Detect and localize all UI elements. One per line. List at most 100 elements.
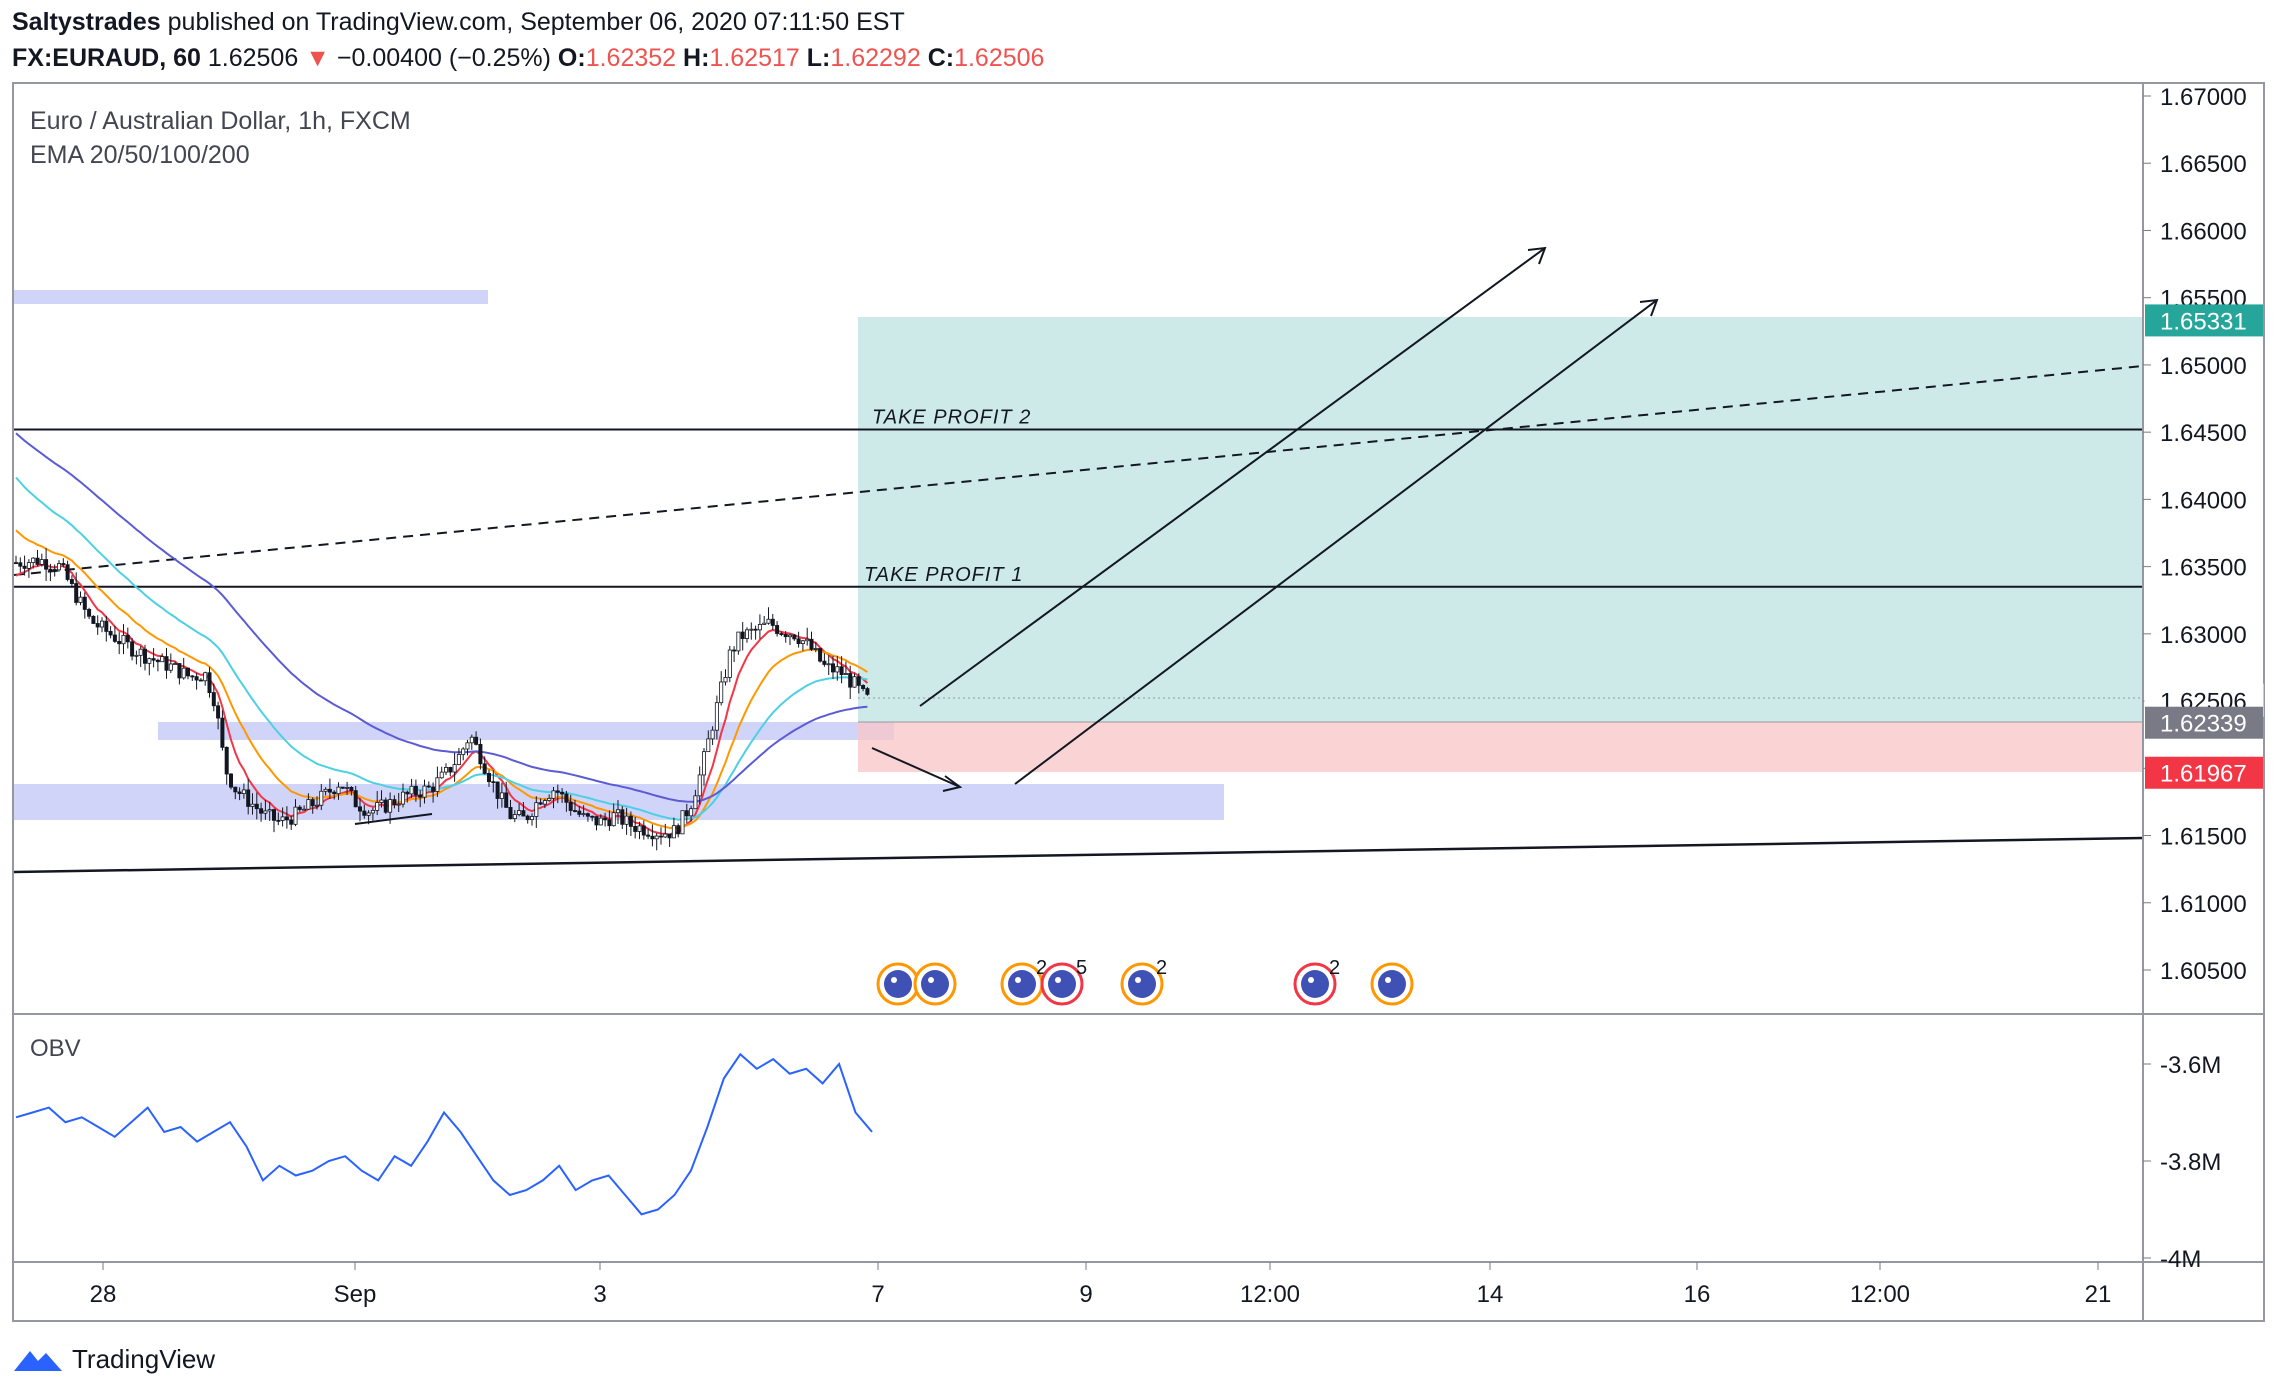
candle-body [745,629,750,639]
ema-line [15,529,868,830]
candle-body [671,825,676,839]
candle-body [426,785,431,788]
candle-body [78,596,83,603]
candle-body [727,649,732,678]
candle-body [856,676,861,686]
candle-body [775,625,780,634]
candle-body [499,792,504,799]
candle-body [13,562,18,564]
candle-body [521,810,526,817]
candle-body [723,677,728,683]
candle-body [125,634,130,643]
candle-body [155,659,160,663]
support-zone-low [14,784,1224,820]
candle-body [345,787,350,789]
candle-body [590,815,595,818]
candle-body [517,810,522,815]
candle-body [766,618,771,624]
candle-body [542,800,547,805]
candle-body [564,793,569,803]
candle-body [650,835,655,840]
obv-legend: OBV [30,1035,81,1062]
candle-body [573,810,578,812]
calendar-event-icon[interactable]: 2 [1293,957,1340,1006]
candle-body [271,809,276,821]
arrow-up-2 [1014,299,1658,785]
candle-body [448,767,453,773]
candle-body [181,667,186,679]
candle-body [607,819,612,827]
candle-body [469,736,474,744]
price-tag [2145,304,2263,337]
time-tick-label: 3 [593,1281,606,1308]
price-tag-label: 1.65331 [2160,308,2247,335]
candle-body [263,810,268,814]
candle-body [418,794,423,798]
calendar-event-icon[interactable]: 2 [1120,957,1167,1006]
candle-body [740,631,745,639]
candle-body [65,564,70,580]
candle-body [693,795,698,810]
candle-body [702,751,707,776]
candle-body [788,634,793,638]
candle-body [443,767,448,773]
arrow-up-2-head [1639,298,1659,317]
candle-body [848,673,853,688]
candle-body [379,799,384,803]
candle-body [151,658,156,661]
candle-body [594,816,599,826]
author-name[interactable]: Saltystrades [12,8,161,36]
calendar-event-icon[interactable] [876,962,920,1006]
candle-body [603,817,608,821]
price-tick-label: 1.61500 [2160,824,2247,851]
candle-body [839,666,844,675]
candle-body [353,790,358,808]
candle-body [280,816,285,821]
candle-body [697,774,702,797]
candle-body [792,634,797,640]
close-label: C: [927,44,955,72]
tradingview-logo-icon [14,1350,62,1371]
calendar-event-icon[interactable] [913,962,957,1006]
candle-body [405,791,410,795]
candle-body [383,799,388,813]
candle-body [237,791,242,794]
candle-body [525,815,530,821]
candle-body [284,816,289,821]
close-value: 1.62506 [954,44,1045,72]
footer-brand[interactable]: TradingView [12,1344,215,1375]
candle-body [332,791,337,795]
candle-body [422,785,427,798]
candle-body [435,777,440,792]
candle-body [628,815,633,827]
price-tick-label: 1.65000 [2160,353,2247,380]
calendar-event-icon[interactable] [1370,962,1414,1006]
candle-body [18,562,23,567]
price-tag [2145,706,2263,739]
candle-body [327,788,332,793]
candle-body [241,789,246,794]
candle-body [504,792,509,808]
candle-body [95,623,100,628]
candle-body [44,559,49,570]
candle-body [486,773,491,783]
candle-body [581,813,586,816]
candle-body [783,633,788,638]
candle-body [207,672,212,693]
candle-body [800,640,805,645]
candle-body [659,835,664,838]
economic-events[interactable]: 2 5 2 2 [876,957,1414,1006]
calendar-event-icon[interactable]: 5 [1040,957,1087,1006]
candle-body [314,804,319,807]
price-tick-label: 1.67000 [2160,84,2247,111]
candle-body [835,666,840,673]
last-price: 1.62506 [207,44,299,72]
time-tick-label: 7 [871,1281,884,1308]
calendar-event-icon[interactable]: 2 [1000,957,1047,1006]
event-count: 2 [1036,957,1047,979]
candle-body [211,692,216,707]
event-count: 5 [1076,957,1087,979]
candle-body [534,802,539,817]
candle-body [267,809,272,812]
